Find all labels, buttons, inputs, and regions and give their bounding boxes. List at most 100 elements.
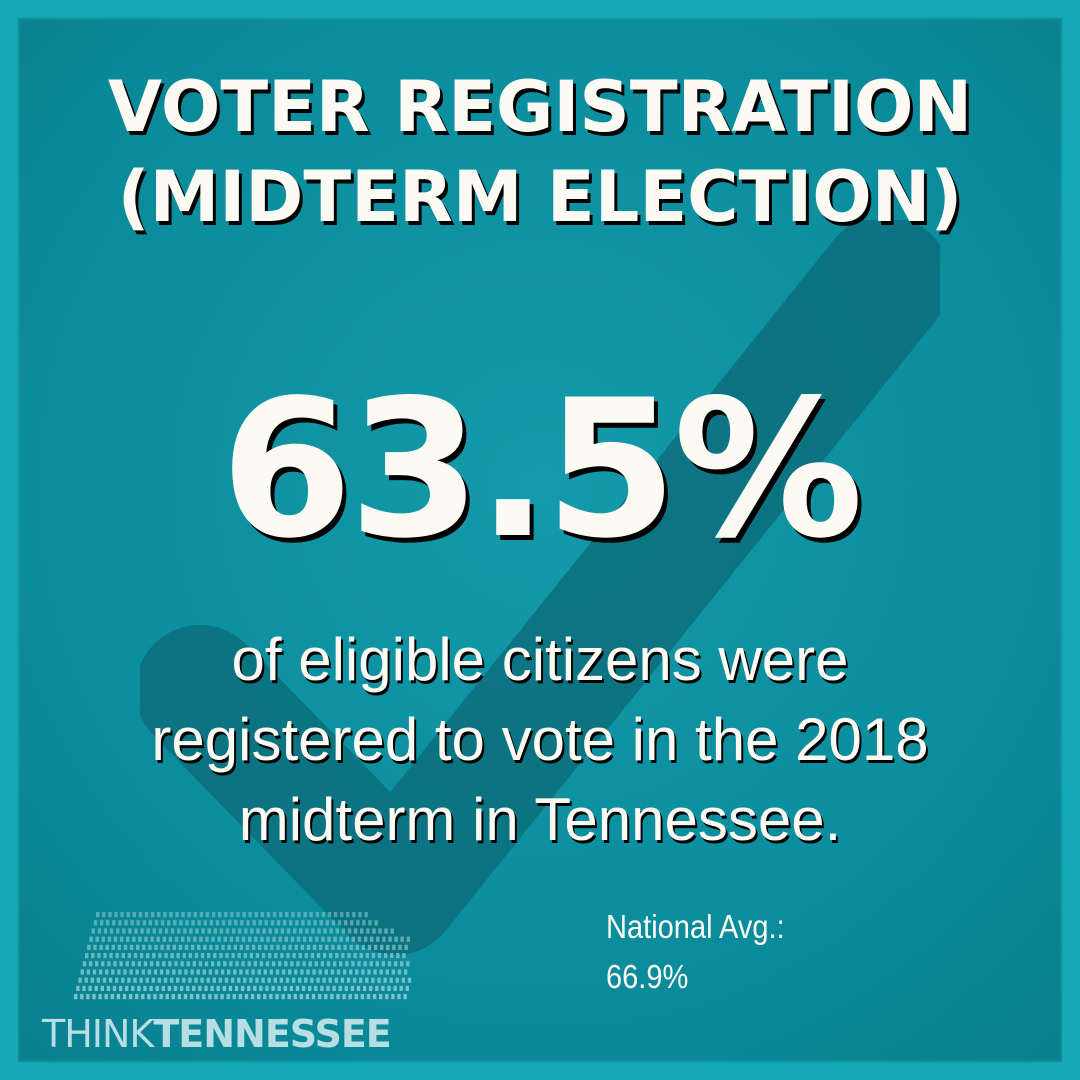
map-dot <box>327 912 332 918</box>
map-dot <box>163 977 168 983</box>
map-dot <box>406 936 410 942</box>
map-dot <box>238 928 242 934</box>
map-dot <box>179 920 183 926</box>
map-dot <box>275 969 280 975</box>
map-dot <box>118 985 123 991</box>
map-dot <box>121 977 125 983</box>
map-dot <box>122 928 126 934</box>
map-dot <box>372 928 376 934</box>
map-dot <box>186 985 190 991</box>
map-dot <box>326 961 331 967</box>
map-dot <box>176 977 180 983</box>
map-dot <box>359 977 363 983</box>
map-dot <box>403 969 408 975</box>
map-dot <box>91 953 95 959</box>
map-dot <box>241 961 245 967</box>
map-dot <box>210 985 214 991</box>
map-dot <box>247 961 251 967</box>
map-dot <box>173 985 178 991</box>
map-dot <box>196 969 200 975</box>
map-dot <box>302 936 307 942</box>
map-dot <box>131 985 135 991</box>
map-dot <box>379 969 383 975</box>
map-dot <box>376 936 380 942</box>
map-dot <box>388 936 392 942</box>
map-dot <box>390 953 394 959</box>
map-dot <box>97 953 101 959</box>
map-dot <box>332 985 336 991</box>
map-dot <box>182 953 186 959</box>
map-dot <box>200 977 204 983</box>
map-dot <box>160 944 164 950</box>
map-dot <box>235 961 239 967</box>
map-dot <box>386 944 390 950</box>
description-line-1: of eligible citizens were <box>231 626 849 693</box>
map-dot <box>321 912 326 918</box>
map-dot <box>187 912 191 918</box>
map-dot <box>391 994 395 1000</box>
map-dot <box>105 944 109 950</box>
map-dot <box>296 936 301 942</box>
map-dot <box>283 985 287 991</box>
logo-wordmark: THINKTENNESSEE <box>42 1010 392 1058</box>
map-dot <box>378 928 382 934</box>
map-dot <box>332 961 337 967</box>
map-dot <box>115 953 119 959</box>
map-dot <box>344 985 348 991</box>
map-dot <box>312 969 316 975</box>
map-dot <box>285 977 290 983</box>
map-dot <box>84 977 88 983</box>
map-dot <box>269 994 273 1000</box>
map-dot <box>240 985 245 991</box>
map-dot <box>147 994 151 1000</box>
map-dot <box>397 994 401 1000</box>
map-dot <box>329 928 333 934</box>
map-dot <box>286 953 290 959</box>
map-dot <box>277 985 281 991</box>
map-dot <box>321 936 325 942</box>
map-dot <box>264 944 268 950</box>
map-dot <box>282 944 286 950</box>
map-dot <box>213 928 217 934</box>
map-dot <box>198 961 203 967</box>
map-dot <box>90 977 94 983</box>
map-dot <box>305 928 309 934</box>
map-dot <box>82 985 86 991</box>
map-dot <box>175 912 179 918</box>
map-dot <box>219 953 223 959</box>
map-dot <box>325 944 329 950</box>
map-dot <box>183 994 188 1000</box>
map-dot <box>215 920 220 926</box>
map-dot <box>166 969 170 975</box>
map-dot <box>342 969 347 975</box>
map-dot <box>239 969 243 975</box>
map-dot <box>367 944 372 950</box>
map-dot <box>396 953 400 959</box>
map-dot <box>139 977 143 983</box>
map-dot <box>310 977 314 983</box>
map-dot <box>234 985 239 991</box>
map-dot <box>201 928 205 934</box>
map-dot <box>105 969 109 975</box>
map-dot <box>169 912 173 918</box>
map-dot <box>152 928 156 934</box>
description-line-3: midterm in Tennessee. <box>238 786 842 853</box>
map-dot <box>178 969 182 975</box>
map-dot <box>282 920 287 926</box>
map-dot <box>284 961 288 967</box>
map-dot <box>129 944 134 950</box>
map-dot <box>214 969 219 975</box>
map-dot <box>354 994 358 1000</box>
map-dot <box>135 969 139 975</box>
map-dot <box>148 920 153 926</box>
map-dot <box>294 969 298 975</box>
map-dot <box>375 961 379 967</box>
map-dot <box>237 953 241 959</box>
map-dot <box>208 994 212 1000</box>
map-dot <box>180 961 184 967</box>
map-dot <box>290 936 295 942</box>
map-dot <box>167 985 172 991</box>
map-dot <box>253 985 257 991</box>
map-dot <box>314 961 318 967</box>
map-dot <box>273 977 277 983</box>
